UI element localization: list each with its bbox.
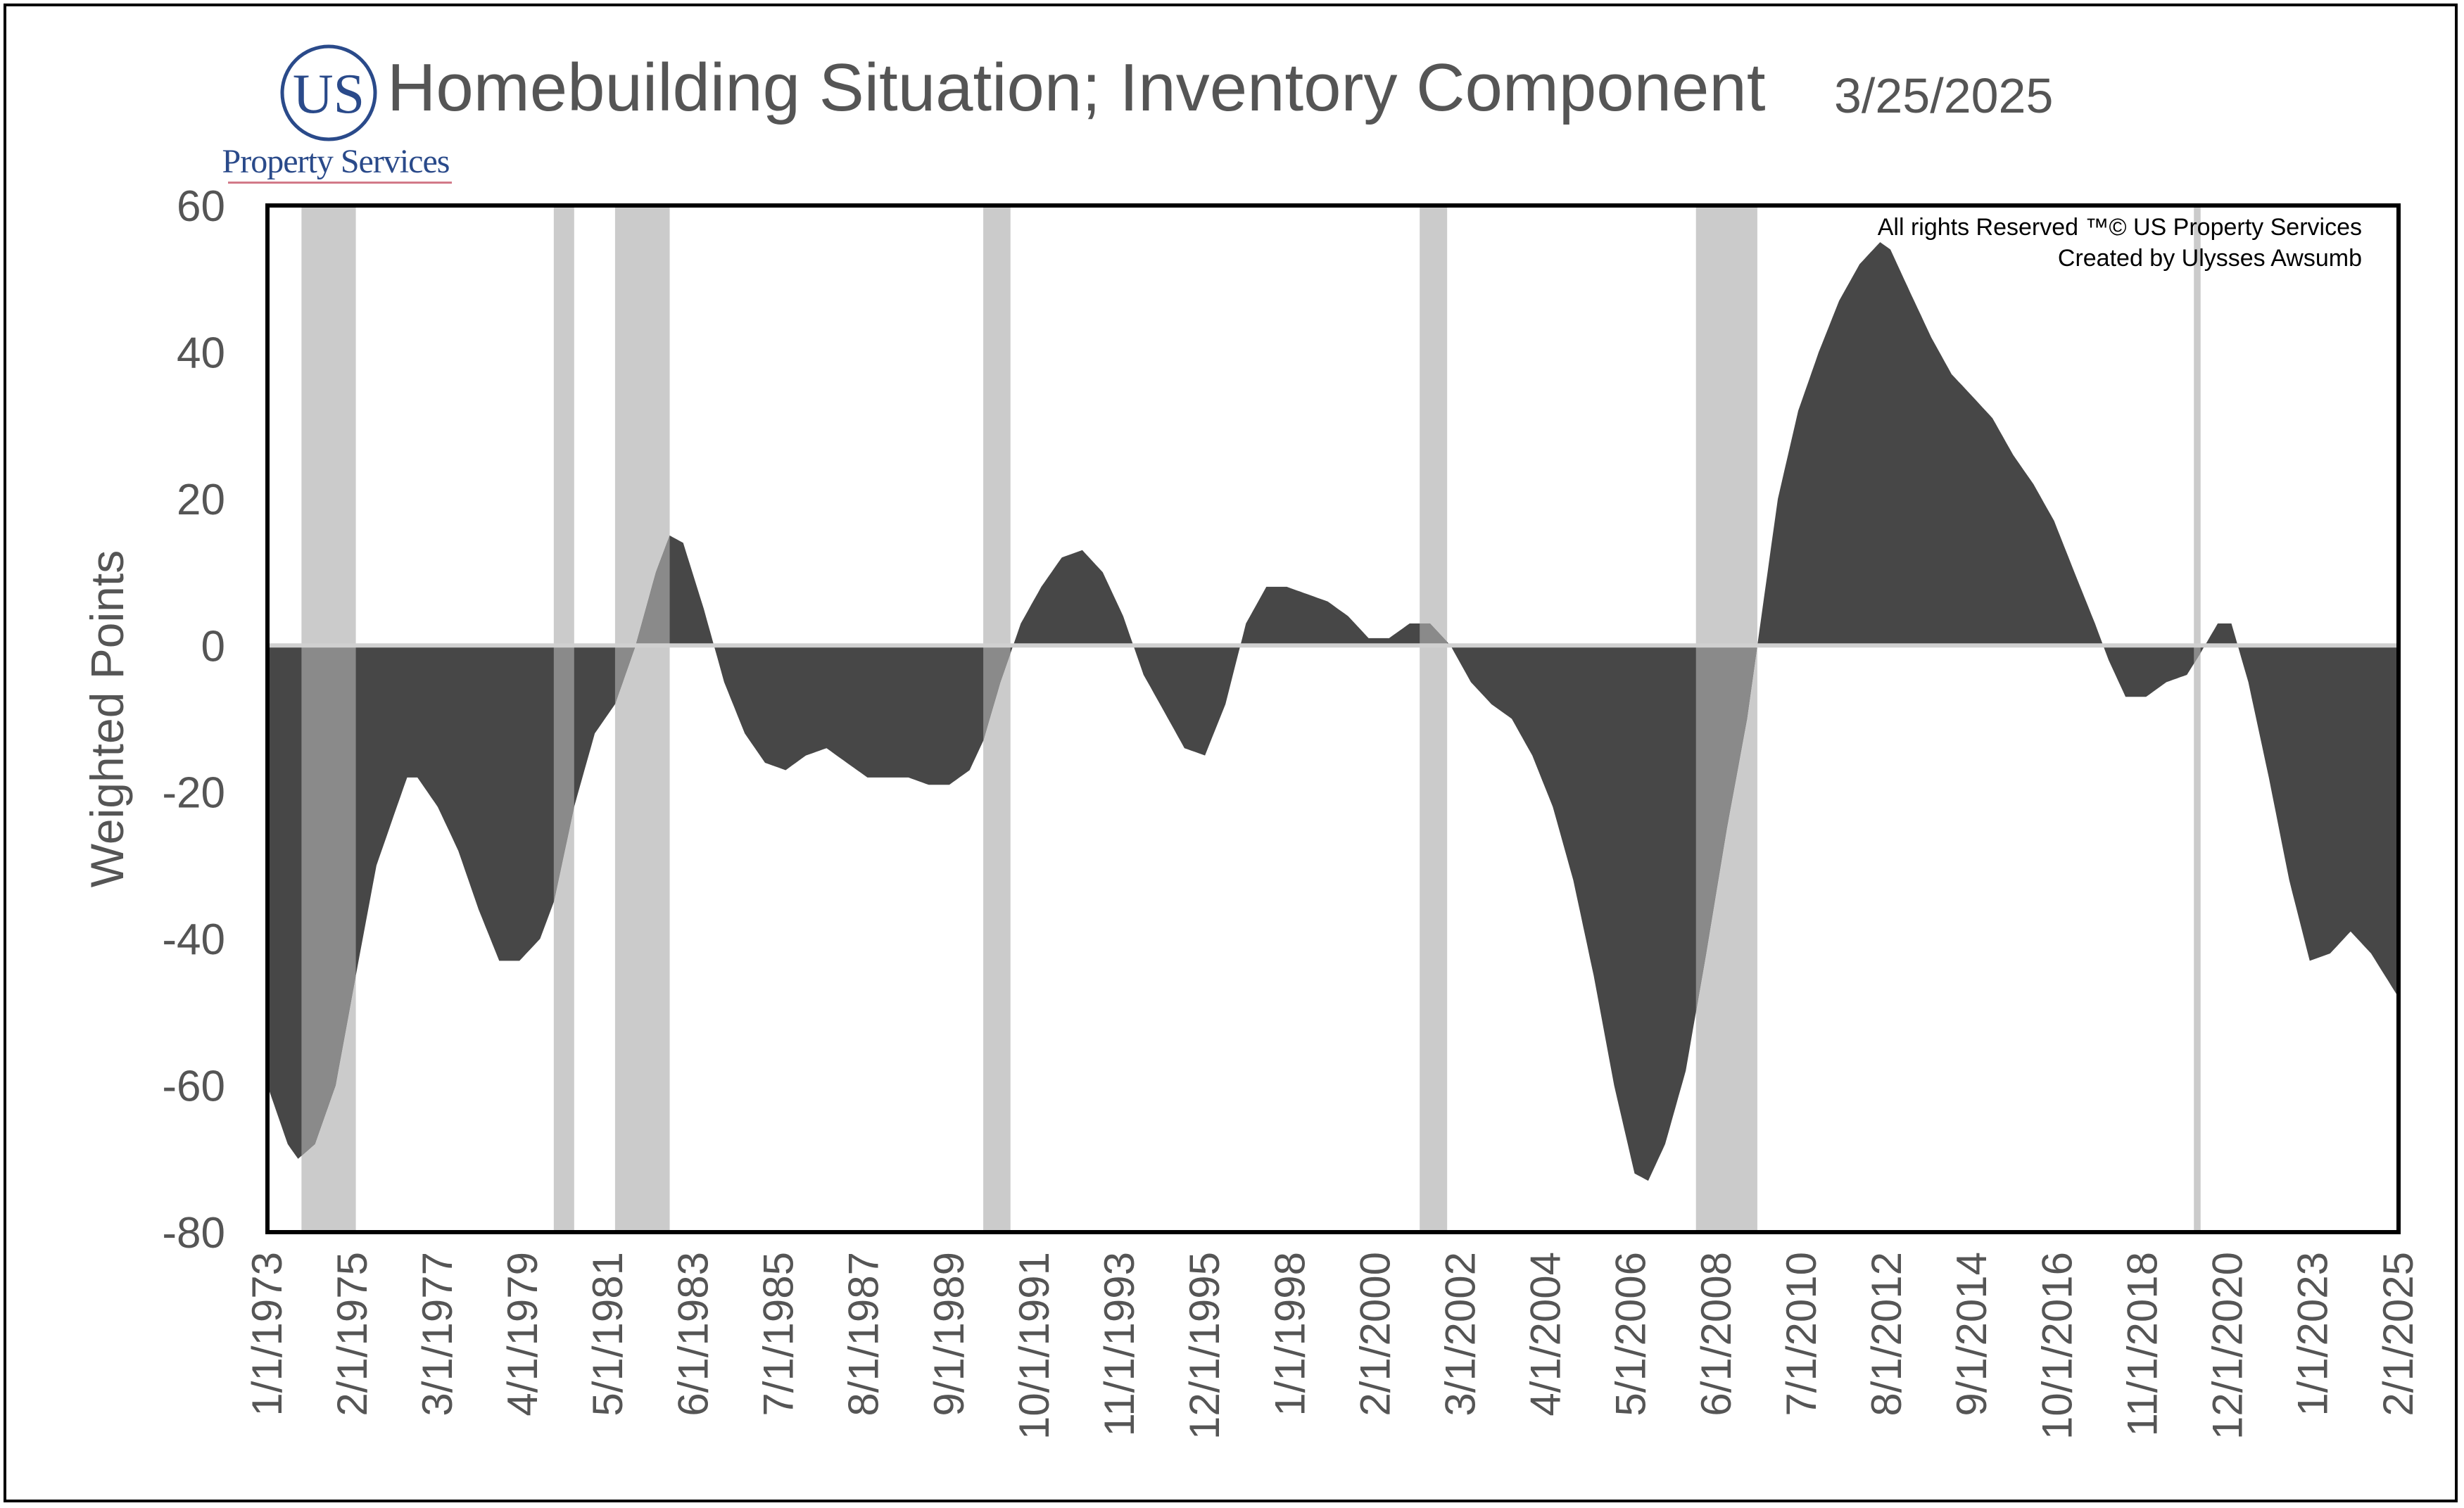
x-tick-label: 12/1/1995 <box>1181 1252 1228 1440</box>
company-logo: US Property Services <box>220 44 452 184</box>
plot-border <box>265 203 2401 1234</box>
x-tick-label: 1/1/2023 <box>2289 1252 2337 1417</box>
logo-emblem: US <box>280 44 377 141</box>
chart-date: 3/25/2025 <box>1834 68 2054 123</box>
x-tick-label: 4/1/2004 <box>1522 1252 1569 1417</box>
x-tick-label: 8/1/1987 <box>840 1252 887 1417</box>
chart-title: Homebuilding Situation; Inventory Compon… <box>387 50 1766 125</box>
x-tick-label: 9/1/2014 <box>1948 1252 1995 1417</box>
y-tick-label: -60 <box>162 1063 225 1111</box>
logo-underline <box>228 182 452 184</box>
y-tick-label: 20 <box>177 476 225 524</box>
x-tick-label: 10/1/2016 <box>2033 1252 2080 1440</box>
recession-band-3 <box>614 205 670 1232</box>
x-tick-label: 3/1/1977 <box>414 1252 461 1417</box>
chart-annotation: Created by Ulysses Awsumb <box>2058 245 2362 272</box>
x-tick-label: 7/1/2010 <box>1778 1252 1825 1417</box>
x-tick-label: 2/1/1975 <box>329 1252 376 1417</box>
x-tick-label: 1/1/1998 <box>1266 1252 1313 1417</box>
y-axis-label: Weighted Points <box>81 550 133 887</box>
y-tick-label: 60 <box>177 182 225 231</box>
y-tick-label: -20 <box>162 769 225 818</box>
y-tick-label: 40 <box>177 329 225 377</box>
series-area <box>267 242 2399 1181</box>
x-tick-label: 5/1/1981 <box>584 1252 631 1417</box>
chart-annotation: All rights Reserved ™© US Property Servi… <box>1878 214 2362 241</box>
x-tick-label: 2/1/2000 <box>1352 1252 1399 1417</box>
x-tick-label: 3/1/2002 <box>1436 1252 1484 1417</box>
x-tick-label: 2/1/2025 <box>2375 1252 2422 1417</box>
logo-company-name: Property Services <box>222 143 450 180</box>
x-tick-label: 9/1/1989 <box>925 1252 973 1417</box>
x-tick-label: 1/1/1973 <box>244 1252 291 1417</box>
x-tick-label: 11/1/2018 <box>2119 1252 2166 1436</box>
x-tick-label: 12/1/2020 <box>2204 1252 2251 1440</box>
x-tick-label: 11/1/1993 <box>1096 1252 1143 1436</box>
x-tick-label: 6/1/2008 <box>1693 1252 1740 1417</box>
x-tick-label: 6/1/1983 <box>669 1252 716 1417</box>
logo-initials: US <box>293 63 365 125</box>
recession-band-5 <box>1420 205 1448 1232</box>
chart-frame <box>4 4 2458 1502</box>
x-tick-label: 7/1/1985 <box>754 1252 802 1417</box>
recession-band-7 <box>2194 205 2201 1232</box>
x-tick-label: 5/1/2006 <box>1607 1252 1655 1417</box>
y-tick-label: 0 <box>201 622 225 671</box>
x-tick-label: 10/1/1991 <box>1011 1252 1058 1440</box>
x-tick-label: 8/1/2012 <box>1863 1252 1910 1417</box>
x-tick-label: 4/1/1979 <box>499 1252 546 1417</box>
y-tick-label: -80 <box>162 1209 225 1257</box>
y-tick-label: -40 <box>162 915 225 964</box>
